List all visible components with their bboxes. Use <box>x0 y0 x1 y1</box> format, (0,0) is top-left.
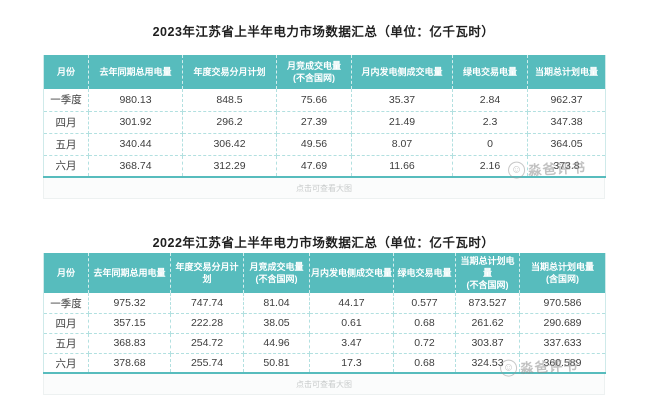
view-larger-note[interactable]: 点击可查看大图 <box>43 374 605 396</box>
column-header: 绿电交易电量 <box>452 55 528 89</box>
data-table-2022: 月份 去年同期总用电量 年度交易分月计划 月竞成交电量 (不含国网) 月内发电侧… <box>43 253 606 375</box>
table-cell: 47.69 <box>276 155 352 177</box>
table-cell: 50.81 <box>243 353 310 374</box>
table-cell: 0.61 <box>309 313 394 334</box>
table-cell-highlight: 290.689 <box>519 313 606 334</box>
row-label: 六月 <box>43 353 89 374</box>
table-block-2022: 月份 去年同期总用电量 年度交易分月计划 月竞成交电量 (不含国网) 月内发电侧… <box>43 253 606 396</box>
table-cell: 2.16 <box>452 155 528 177</box>
table-cell: 378.68 <box>88 353 171 374</box>
table-cell: 44.96 <box>243 333 310 354</box>
header-row: 月份 去年同期总用电量 年度交易分月计划 月竞成交电量 (不含国网) 月内发电侧… <box>43 253 606 294</box>
column-header: 绿电交易电量 <box>393 253 456 294</box>
table-cell: 2.84 <box>452 89 528 112</box>
table-cell-highlight: 970.586 <box>519 293 606 314</box>
table-cell: 340.44 <box>88 133 183 156</box>
row-label: 五月 <box>43 133 89 156</box>
table-cell: 364.05 <box>527 133 606 156</box>
column-header: 当期总计划电量 (含国网) <box>519 253 606 294</box>
table-cell: 21.49 <box>351 111 453 134</box>
table-cell: 49.56 <box>276 133 352 156</box>
table-block-2023: 月份 去年同期总用电量 年度交易分月计划 月竞成交电量 (不含国网) 月内发电侧… <box>43 55 606 199</box>
table-cell: 347.38 <box>527 111 606 134</box>
table-cell: 254.72 <box>170 333 244 354</box>
column-header: 去年同期总用电量 <box>88 253 171 294</box>
table-cell: 747.74 <box>170 293 244 314</box>
header-row: 月份 去年同期总用电量 年度交易分月计划 月竞成交电量 (不含国网) 月内发电侧… <box>43 55 606 89</box>
table-cell: 8.07 <box>351 133 453 156</box>
table-cell: 873.527 <box>455 293 520 314</box>
row-label: 四月 <box>43 313 89 334</box>
table-cell: 296.2 <box>182 111 277 134</box>
table-cell: 27.39 <box>276 111 352 134</box>
column-header: 当期总计划电量 (不含国网) <box>455 253 520 294</box>
table-cell: 75.66 <box>276 89 352 112</box>
table-cell: 0.68 <box>393 313 456 334</box>
table-cell: 324.53 <box>455 353 520 374</box>
table-row: 四月 301.92 296.2 27.39 21.49 2.3 347.38 <box>43 111 606 134</box>
table-cell: 357.15 <box>88 313 171 334</box>
table-cell: 368.74 <box>88 155 183 177</box>
table-row: 一季度 980.13 848.5 75.66 35.37 2.84 962.37 <box>43 89 606 112</box>
table-cell: 81.04 <box>243 293 310 314</box>
table-row: 五月 340.44 306.42 49.56 8.07 0 364.05 <box>43 133 606 156</box>
row-label: 六月 <box>43 155 89 177</box>
table-cell: 261.62 <box>455 313 520 334</box>
table-cell: 255.74 <box>170 353 244 374</box>
table-title-2023: 2023年江苏省上半年电力市场数据汇总（单位：亿千瓦时） <box>152 25 495 39</box>
table-cell: 38.05 <box>243 313 310 334</box>
data-table-2023: 月份 去年同期总用电量 年度交易分月计划 月竞成交电量 (不含国网) 月内发电侧… <box>43 55 606 178</box>
table-row: 五月 368.83 254.72 44.96 3.47 0.72 303.87 … <box>43 333 606 354</box>
table-cell: 306.42 <box>182 133 277 156</box>
table-cell: 301.92 <box>88 111 183 134</box>
column-header: 年度交易分月计划 <box>182 55 277 89</box>
row-label: 一季度 <box>43 89 89 112</box>
row-label: 一季度 <box>43 293 89 314</box>
column-header: 年度交易分月计划 <box>170 253 244 294</box>
table-title-2022: 2022年江苏省上半年电力市场数据汇总（单位：亿千瓦时） <box>152 236 495 250</box>
table-cell: 848.5 <box>182 89 277 112</box>
table-cell: 35.37 <box>351 89 453 112</box>
table-cell: 44.17 <box>309 293 394 314</box>
column-header-month: 月份 <box>43 55 89 89</box>
table-cell: 312.29 <box>182 155 277 177</box>
view-larger-note[interactable]: 点击可查看大图 <box>43 178 605 199</box>
table-row: 六月 378.68 255.74 50.81 17.3 0.68 324.53 … <box>43 353 606 374</box>
table-row: 一季度 975.32 747.74 81.04 44.17 0.577 873.… <box>43 293 606 314</box>
table-cell-highlight: 337.633 <box>519 333 606 354</box>
table-row: 六月 368.74 312.29 47.69 11.66 2.16 373.8 <box>43 155 606 177</box>
column-header: 月竞成交电量 (不含国网) <box>276 55 352 89</box>
table-cell: 0.72 <box>393 333 456 354</box>
table-cell: 303.87 <box>455 333 520 354</box>
table-cell: 0 <box>452 133 528 156</box>
table-row: 四月 357.15 222.28 38.05 0.61 0.68 261.62 … <box>43 313 606 334</box>
table-cell: 2.3 <box>452 111 528 134</box>
table-cell: 0.68 <box>393 353 456 374</box>
table-cell: 11.66 <box>351 155 453 177</box>
row-label: 五月 <box>43 333 89 354</box>
table-cell: 222.28 <box>170 313 244 334</box>
column-header: 月内发电侧成交电量 <box>309 253 394 294</box>
column-header: 月内发电侧成交电量 <box>351 55 453 89</box>
table-cell: 962.37 <box>527 89 606 112</box>
table-cell: 0.577 <box>393 293 456 314</box>
column-header: 去年同期总用电量 <box>88 55 183 89</box>
table-cell: 368.83 <box>88 333 171 354</box>
table-cell: 17.3 <box>309 353 394 374</box>
table-cell-highlight: 360.589 <box>519 353 606 374</box>
table-cell: 3.47 <box>309 333 394 354</box>
column-header: 月竞成交电量 (不含国网) <box>243 253 310 294</box>
table-cell: 373.8 <box>527 155 606 177</box>
row-label: 四月 <box>43 111 89 134</box>
column-header-month: 月份 <box>43 253 89 294</box>
table-cell: 975.32 <box>88 293 171 314</box>
column-header: 当期总计划电量 <box>527 55 606 89</box>
table-cell: 980.13 <box>88 89 183 112</box>
